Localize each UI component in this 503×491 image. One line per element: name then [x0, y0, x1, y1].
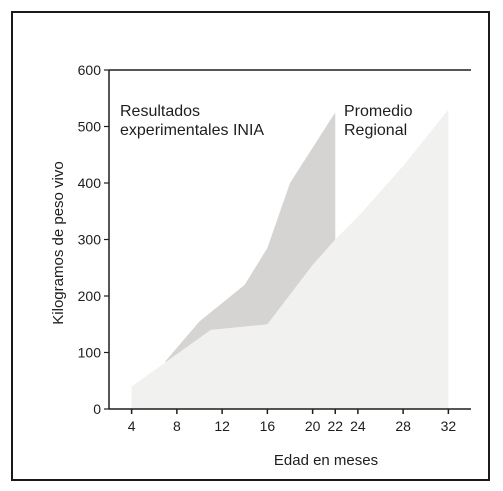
x-tick-label: 16	[260, 418, 276, 434]
x-tick-label: 32	[441, 418, 457, 434]
y-tick-label: 400	[78, 175, 102, 191]
annotation-inia-line-1: Resultados	[120, 103, 200, 120]
x-tick-label: 22	[327, 418, 343, 434]
x-tick-label: 8	[173, 418, 181, 434]
x-tick-label: 28	[395, 418, 411, 434]
y-tick-label: 600	[78, 62, 102, 78]
y-tick-label: 100	[78, 345, 102, 361]
y-tick-label: 500	[78, 119, 102, 135]
x-tick-label: 12	[214, 418, 230, 434]
x-tick-label: 4	[128, 418, 136, 434]
chart: 0 100 200 300 400 500 600 4 8 12 16 20 22 24 28 32 Eda…	[50, 62, 471, 469]
chart-areas	[131, 109, 449, 410]
annotation-regional-line-2: Regional	[344, 122, 407, 139]
y-tick-label: 300	[78, 232, 102, 248]
y-tick-label: 0	[93, 401, 101, 417]
annotation-inia: Resultados experimentales INIA	[120, 103, 264, 139]
series-area-regional	[131, 109, 449, 410]
y-axis-title: Kilogramos de peso vivo	[50, 161, 67, 324]
figure-frame: 0 100 200 300 400 500 600 4 8 12 16 20 22 24 28 32 Eda…	[11, 11, 490, 481]
annotation-regional-line-1: Promedio	[344, 103, 413, 120]
annotation-regional: Promedio Regional	[344, 103, 417, 139]
x-tick-label: 20	[305, 418, 321, 434]
y-ticks: 0 100 200 300 400 500 600	[78, 62, 109, 417]
x-axis-title: Edad en meses	[274, 452, 378, 469]
annotation-inia-line-2: experimentales INIA	[120, 122, 264, 139]
x-ticks: 4 8 12 16 20 22 24 28 32	[128, 409, 457, 434]
y-tick-label: 200	[78, 288, 102, 304]
x-tick-label: 24	[350, 418, 366, 434]
